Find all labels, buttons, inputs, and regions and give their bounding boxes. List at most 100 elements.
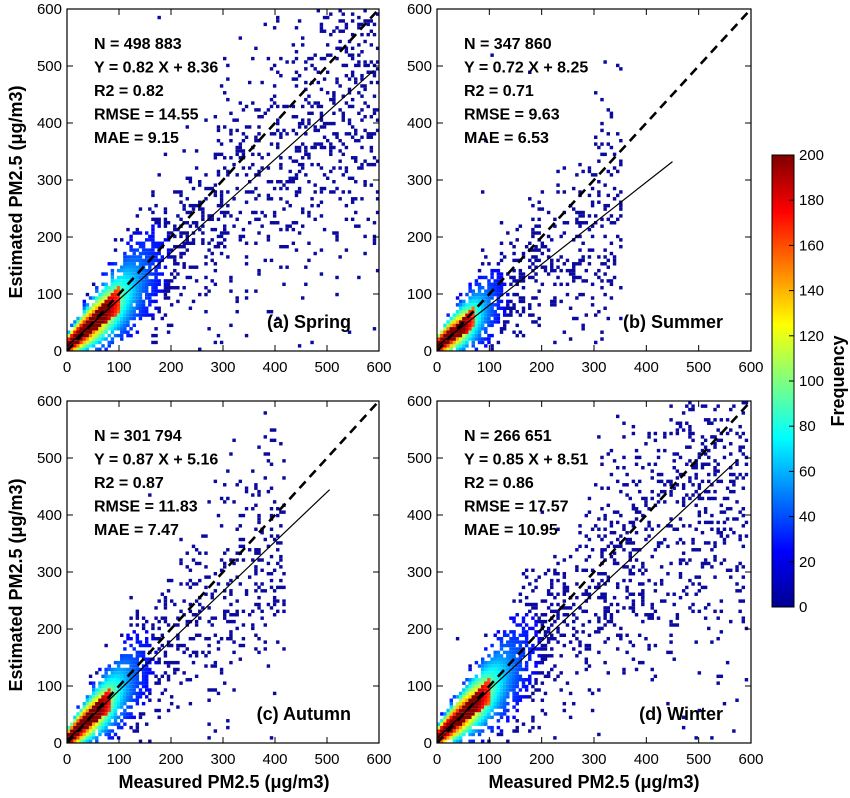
density-cell (465, 695, 469, 699)
density-cell (304, 152, 308, 157)
density-cell (531, 255, 535, 259)
density-cell (82, 330, 87, 334)
density-cell (502, 282, 507, 287)
density-cell (163, 289, 168, 293)
density-cell (697, 548, 702, 552)
density-cell (452, 316, 457, 321)
density-cell (615, 414, 620, 419)
density-cell (291, 104, 296, 109)
density-cell (540, 708, 545, 713)
density-cell (185, 221, 189, 225)
density-cell (707, 472, 711, 477)
density-cell (260, 156, 264, 160)
density-cell (487, 286, 491, 290)
density-cell (697, 671, 702, 675)
density-cell (578, 258, 582, 263)
density-cell (207, 327, 211, 331)
density-cell (553, 609, 557, 614)
density-cell (269, 309, 274, 314)
density-cell (480, 701, 485, 706)
density-cell (458, 347, 463, 351)
density-cell (744, 472, 749, 477)
density-cell (148, 643, 152, 648)
density-cell (176, 272, 180, 276)
density-cell (232, 500, 236, 504)
density-cell (528, 674, 532, 679)
density-cell (113, 289, 118, 293)
density-cell (338, 197, 342, 201)
density-cell (578, 248, 582, 252)
density-cell (540, 643, 545, 648)
density-cell (615, 510, 620, 514)
y-tick-label: 400 (407, 507, 432, 524)
density-cell (332, 111, 336, 116)
density-cell (201, 207, 205, 211)
density-cell (129, 660, 133, 665)
density-cell (304, 173, 308, 177)
density-cell (462, 725, 466, 730)
density-cell (572, 613, 576, 617)
density-cell (694, 462, 698, 466)
density-cell (82, 732, 87, 737)
density-cell (263, 452, 267, 456)
density-cell (590, 282, 595, 287)
x-tick-label: 300 (210, 359, 235, 376)
density-cell (95, 698, 99, 702)
density-cell (578, 650, 582, 655)
density-cell (653, 674, 658, 679)
density-cell (471, 691, 475, 696)
density-cell (126, 681, 130, 685)
density-cell (738, 510, 742, 514)
density-cell (458, 691, 463, 696)
density-cell (375, 46, 379, 51)
density-cell (76, 722, 80, 726)
density-cell (493, 674, 497, 679)
density-cell (163, 221, 168, 225)
density-cell (166, 279, 171, 283)
density-cell (493, 712, 497, 716)
density-cell (176, 623, 180, 627)
density-cell (294, 248, 299, 252)
density-cell (257, 606, 261, 610)
density-cell (241, 227, 246, 232)
density-cell (688, 524, 692, 528)
density-cell (157, 306, 161, 310)
density-cell (465, 323, 469, 328)
density-cell (272, 599, 277, 603)
density-cell (653, 438, 658, 443)
density-cell (496, 313, 501, 317)
density-cell (474, 323, 479, 328)
density-cell (123, 688, 127, 692)
density-cell (210, 592, 214, 596)
density-cell (151, 623, 155, 627)
density-cell (129, 316, 133, 321)
density-cell (269, 578, 274, 583)
density-cell (540, 244, 545, 249)
density-cell (332, 101, 336, 105)
density-cell (440, 333, 444, 338)
density-cell (138, 650, 143, 655)
density-cell (160, 289, 165, 293)
density-cell (366, 63, 370, 68)
density-cell (471, 344, 475, 348)
density-cell (468, 306, 472, 310)
density-cell (540, 251, 545, 256)
density-cell (335, 292, 339, 297)
density-cell (512, 678, 516, 682)
density-cell (600, 548, 604, 552)
density-cell (644, 568, 648, 573)
density-cell (543, 633, 548, 637)
density-cell (132, 660, 136, 665)
density-cell (537, 688, 541, 692)
density-cell (546, 671, 551, 675)
density-cell (363, 234, 367, 239)
density-cell (129, 691, 133, 696)
density-cell (254, 582, 258, 586)
density-cell (332, 97, 336, 102)
density-cell (622, 548, 626, 552)
density-cell (141, 664, 146, 668)
density-cell (123, 309, 127, 314)
density-cell (322, 29, 327, 33)
density-cell (741, 616, 746, 620)
density-cell (568, 337, 573, 341)
